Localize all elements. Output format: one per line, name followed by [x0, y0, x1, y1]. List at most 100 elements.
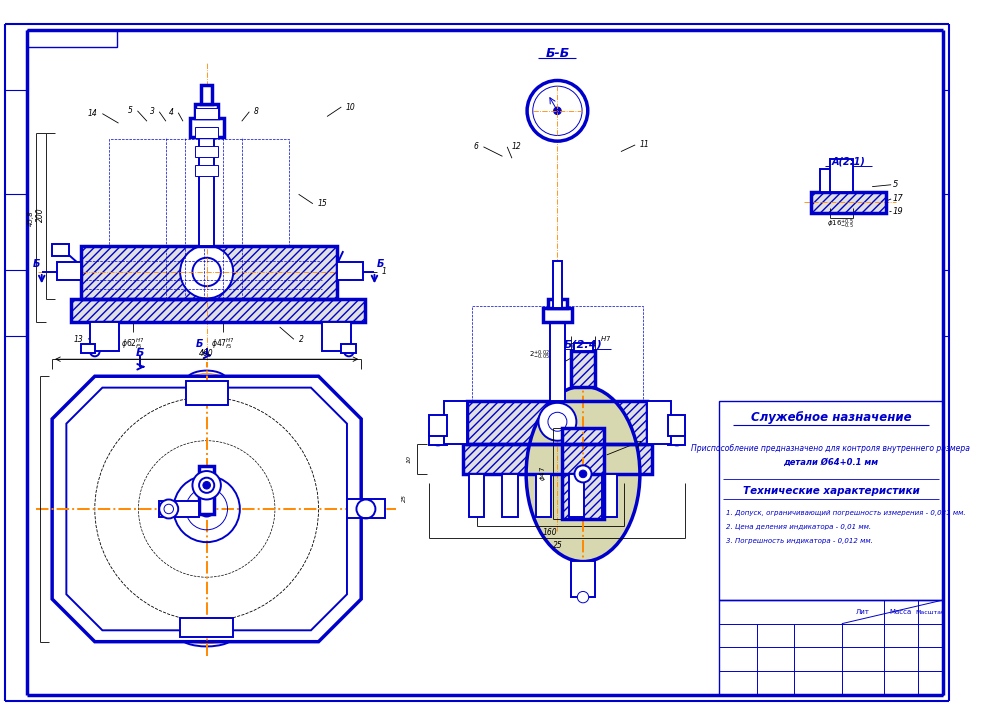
Text: 1: 1 [382, 268, 387, 276]
Text: 2: 2 [299, 335, 304, 344]
Circle shape [180, 246, 233, 299]
Text: Приспособление предназначено для контроля внутреннего размера: Приспособление предназначено для контрол… [691, 444, 971, 453]
Text: 13: 13 [73, 335, 83, 344]
Circle shape [579, 470, 586, 478]
Circle shape [432, 432, 445, 445]
Bar [57, 262, 80, 280]
Text: 10: 10 [407, 455, 412, 463]
Bar [668, 432, 685, 445]
Bar [195, 146, 218, 157]
Bar [189, 118, 223, 137]
Text: 6: 6 [474, 142, 479, 152]
Text: Б-Б: Б-Б [545, 47, 569, 60]
Bar [80, 247, 337, 299]
Text: $\phi 62^{H7}_{f5}$: $\phi 62^{H7}_{f5}$ [121, 336, 145, 350]
Bar [347, 500, 385, 518]
Text: А(2:1): А(2:1) [832, 156, 865, 166]
Circle shape [199, 478, 214, 493]
Circle shape [670, 432, 683, 445]
Text: Масштаб: Масштаб [915, 610, 945, 615]
Circle shape [199, 502, 214, 516]
Bar [668, 415, 685, 436]
Bar [468, 401, 648, 444]
Bar [337, 262, 363, 280]
Text: Служебное назначение: Служебное назначение [750, 412, 911, 424]
Circle shape [203, 481, 210, 489]
Bar [91, 322, 119, 351]
Text: 19: 19 [893, 207, 903, 216]
Bar [718, 600, 944, 695]
Bar [648, 401, 671, 444]
Text: $H7$: $H7$ [601, 334, 612, 343]
Bar [159, 502, 199, 516]
Bar [109, 139, 289, 291]
Bar [468, 401, 648, 444]
Bar [199, 133, 214, 246]
Bar [463, 444, 652, 474]
Text: Б: Б [376, 260, 384, 270]
Bar [463, 444, 652, 474]
Text: Масса: Масса [889, 609, 911, 616]
Bar [562, 428, 604, 519]
Text: 200: 200 [36, 208, 45, 223]
Bar [535, 474, 551, 516]
Bar [199, 466, 214, 514]
Text: 1. Допуск, ограничивающий погрешность измерения - 0,031 мм.: 1. Допуск, ограничивающий погрешность из… [726, 510, 966, 515]
Bar [550, 315, 565, 401]
Circle shape [533, 86, 582, 136]
Bar [201, 86, 212, 104]
Circle shape [577, 592, 589, 602]
Text: 2. Цена деления индикатора - 0,01 мм.: 2. Цена деления индикатора - 0,01 мм. [726, 524, 871, 530]
Circle shape [192, 471, 221, 500]
Circle shape [91, 347, 100, 357]
Text: детали Ø64+0.1 мм: детали Ø64+0.1 мм [784, 458, 878, 467]
Text: Б(2:4): Б(2:4) [563, 339, 603, 349]
Bar [811, 192, 886, 213]
Bar [195, 104, 218, 118]
Bar [341, 344, 355, 354]
Bar [195, 108, 218, 120]
Text: Б: Б [195, 339, 203, 349]
Text: 45,8: 45,8 [28, 210, 34, 225]
Text: 3. Погрешность индикатора - 0,012 мм.: 3. Погрешность индикатора - 0,012 мм. [726, 538, 873, 544]
Bar [180, 618, 233, 637]
Text: 25: 25 [402, 494, 407, 502]
Text: Б: Б [136, 347, 145, 357]
Circle shape [344, 347, 353, 357]
Circle shape [538, 403, 576, 441]
Circle shape [192, 258, 221, 286]
Bar [718, 401, 944, 600]
Text: 11: 11 [640, 141, 650, 149]
Bar [322, 322, 351, 351]
Bar [469, 474, 485, 516]
Text: Лит: Лит [856, 609, 869, 616]
Circle shape [574, 465, 592, 482]
Bar [444, 401, 468, 444]
Bar [543, 308, 571, 322]
Bar [472, 306, 643, 401]
Bar [52, 244, 69, 256]
Text: 3: 3 [150, 107, 155, 116]
Bar [195, 165, 218, 176]
Circle shape [548, 413, 567, 431]
Text: 14: 14 [88, 109, 98, 118]
Bar [502, 474, 518, 516]
Bar [548, 299, 567, 308]
Text: Б: Б [32, 260, 39, 270]
Bar [71, 299, 365, 322]
Bar [568, 474, 583, 516]
Bar [195, 127, 218, 138]
Polygon shape [66, 388, 347, 630]
Bar [552, 260, 562, 308]
Bar [186, 381, 227, 405]
Bar [830, 160, 853, 192]
Text: Технические характеристики: Технические характеристики [742, 486, 919, 496]
Bar [430, 415, 447, 436]
Bar [570, 351, 596, 386]
Text: 7: 7 [635, 441, 641, 450]
Bar [430, 432, 447, 445]
Bar [80, 247, 337, 299]
Text: 15: 15 [318, 199, 327, 208]
Text: 5: 5 [893, 181, 898, 189]
Circle shape [553, 107, 561, 115]
